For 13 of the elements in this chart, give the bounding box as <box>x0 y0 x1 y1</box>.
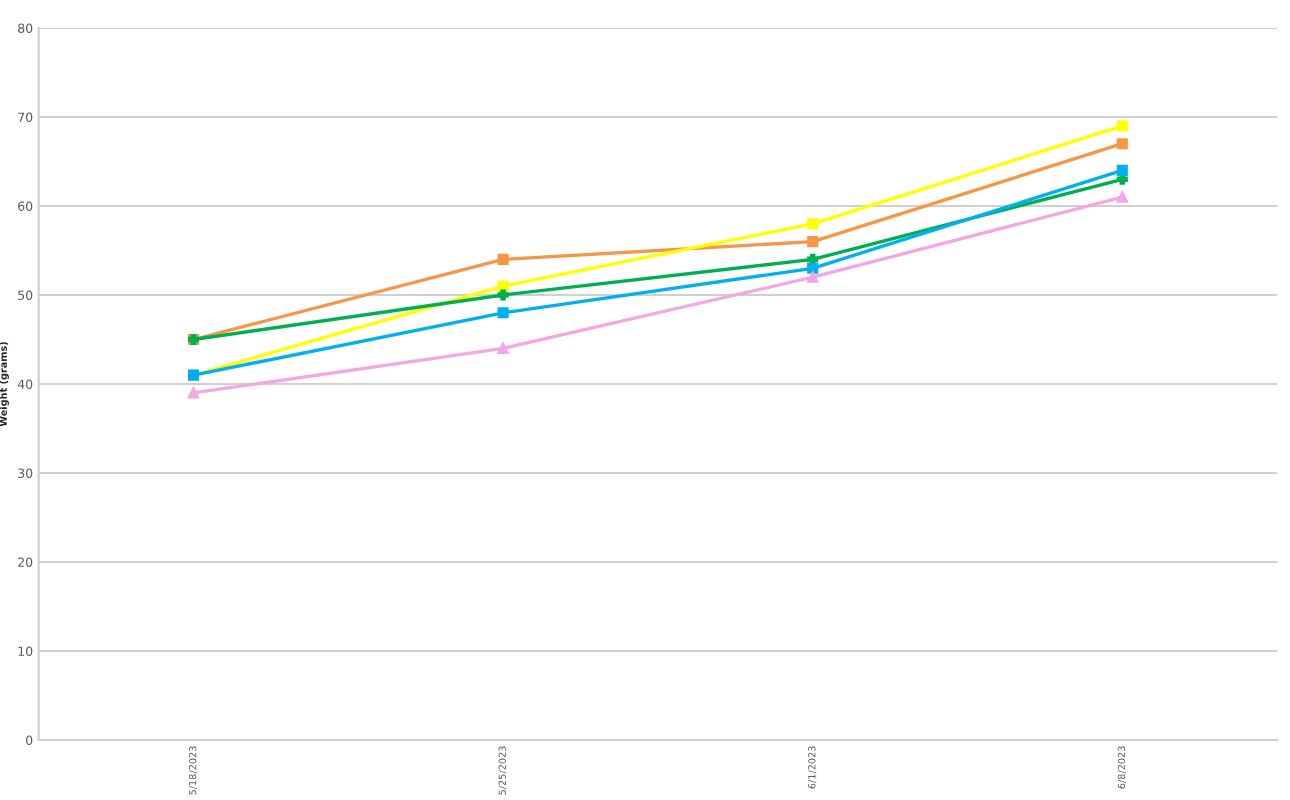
point <box>497 307 509 319</box>
point <box>1116 120 1128 132</box>
point <box>807 218 819 230</box>
point <box>187 387 200 399</box>
point <box>807 236 819 248</box>
point <box>497 253 509 265</box>
point <box>807 271 819 283</box>
point <box>1116 164 1128 176</box>
point <box>497 342 509 354</box>
point <box>497 289 509 301</box>
point <box>807 262 819 274</box>
point <box>1116 138 1128 150</box>
point <box>1116 191 1128 203</box>
